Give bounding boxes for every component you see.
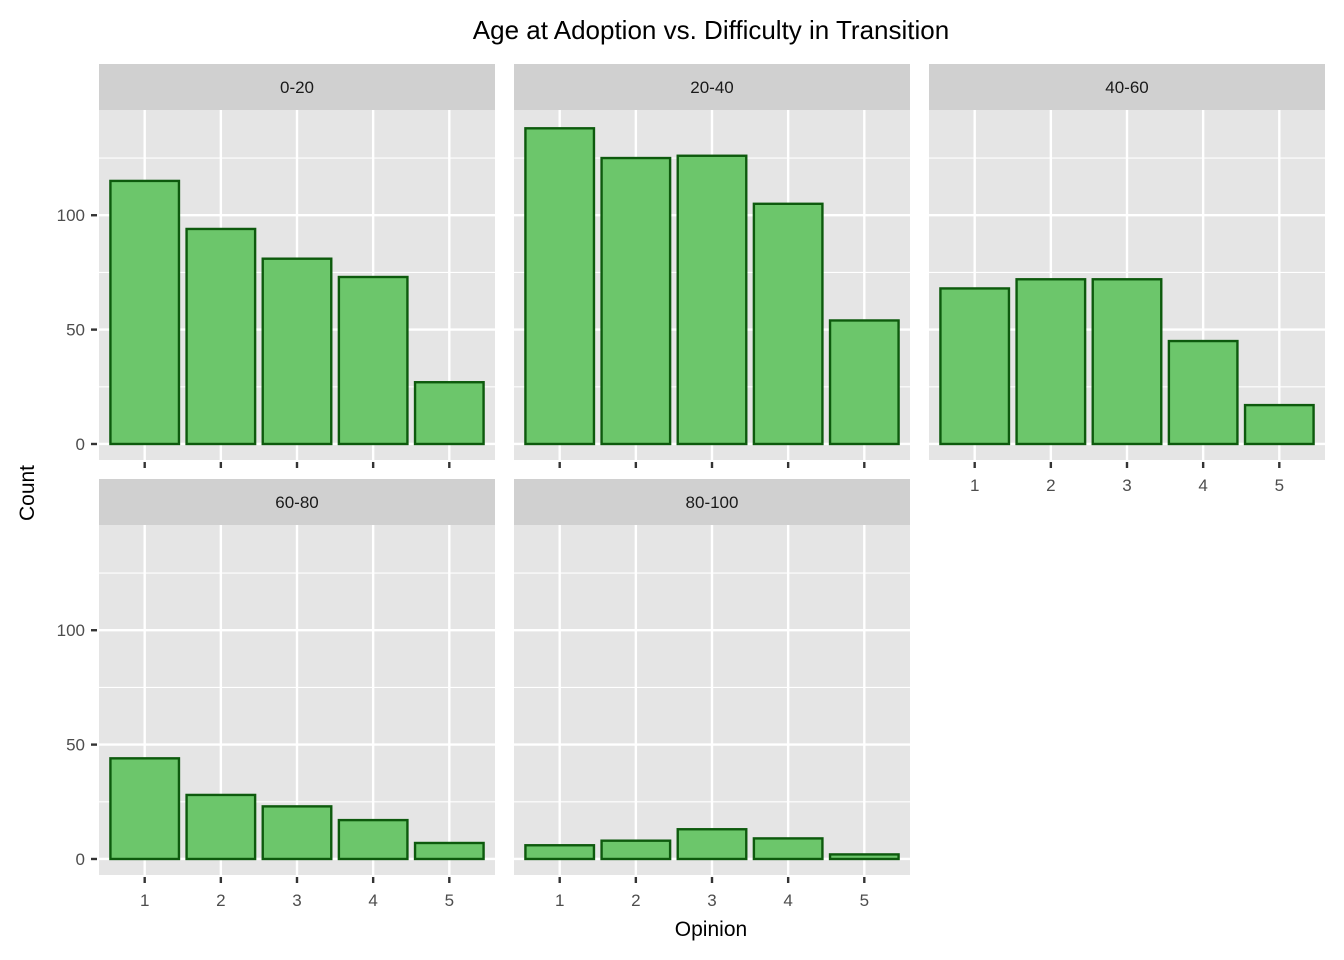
y-tick-label: 50 xyxy=(66,321,85,340)
x-tick-label: 4 xyxy=(783,891,792,910)
y-tick-label: 100 xyxy=(57,206,85,225)
x-axis-title: Opinion xyxy=(675,918,747,941)
bar-0-20-3 xyxy=(261,257,333,446)
bar-0-20-1 xyxy=(109,179,181,446)
bar-80-100-3 xyxy=(676,828,748,861)
facet-strip-label: 80-100 xyxy=(686,493,739,512)
x-tick-label: 2 xyxy=(1046,476,1055,495)
bar-80-100-5 xyxy=(828,853,900,861)
bar-0-20-4 xyxy=(337,275,409,446)
x-tick-label: 5 xyxy=(860,891,869,910)
panel-40-60: 40-60 1 2 3 4 5 xyxy=(929,64,1325,495)
facet-strip-label: 40-60 xyxy=(1105,78,1148,97)
bar-20-40-3 xyxy=(676,154,748,446)
x-tick-label: 1 xyxy=(555,891,564,910)
bar-20-40-5 xyxy=(828,319,900,446)
x-tick-label: 1 xyxy=(140,891,149,910)
bar-60-80-4 xyxy=(337,818,409,861)
panel-60-80: 60-80 0 50 100 1 2 3 4 5 xyxy=(57,479,495,910)
x-tick-label: 3 xyxy=(707,891,716,910)
x-tick-label: 3 xyxy=(292,891,301,910)
facet-strip xyxy=(99,479,495,525)
bar-80-100-2 xyxy=(600,839,672,861)
x-tick-label: 4 xyxy=(1198,476,1207,495)
bar-80-100-4 xyxy=(752,837,824,861)
panel-20-40: 20-40 xyxy=(514,64,910,468)
bar-40-60-3 xyxy=(1091,278,1163,446)
bar-20-40-4 xyxy=(752,202,824,446)
x-tick-label: 2 xyxy=(216,891,225,910)
x-tick-label: 1 xyxy=(970,476,979,495)
y-tick-label: 0 xyxy=(76,435,85,454)
panel-0-20: 0-20 0 50 100 xyxy=(57,64,495,468)
y-tick-label: 0 xyxy=(76,850,85,869)
bar-60-80-2 xyxy=(185,793,257,861)
facet-strip xyxy=(514,64,910,110)
bar-80-100-1 xyxy=(524,844,596,861)
bar-40-60-1 xyxy=(939,287,1011,446)
facet-strip-label: 0-20 xyxy=(280,78,314,97)
bar-20-40-1 xyxy=(524,127,596,446)
bar-20-40-2 xyxy=(600,156,672,446)
x-tick-label: 2 xyxy=(631,891,640,910)
bar-40-60-2 xyxy=(1015,278,1087,446)
bar-40-60-5 xyxy=(1243,403,1315,446)
facet-strip xyxy=(929,64,1325,110)
y-axis-title: Count xyxy=(16,465,39,521)
bar-60-80-5 xyxy=(413,841,485,861)
y-tick-label: 100 xyxy=(57,621,85,640)
x-tick-label: 4 xyxy=(368,891,377,910)
facet-strip-label: 60-80 xyxy=(275,493,318,512)
y-tick-label: 50 xyxy=(66,736,85,755)
facet-strip xyxy=(514,479,910,525)
bar-60-80-1 xyxy=(109,757,181,861)
bar-0-20-2 xyxy=(185,227,257,446)
x-tick-label: 5 xyxy=(1275,476,1284,495)
x-tick-label: 5 xyxy=(445,891,454,910)
facet-strip-label: 20-40 xyxy=(690,78,733,97)
chart-title: Age at Adoption vs. Difficulty in Transi… xyxy=(473,15,949,45)
bar-0-20-5 xyxy=(413,381,485,446)
bar-40-60-4 xyxy=(1167,339,1239,446)
x-tick-label: 3 xyxy=(1122,476,1131,495)
panel-80-100: 80-100 1 2 3 4 5 xyxy=(514,479,910,910)
bar-60-80-3 xyxy=(261,805,333,861)
facet-strip xyxy=(99,64,495,110)
